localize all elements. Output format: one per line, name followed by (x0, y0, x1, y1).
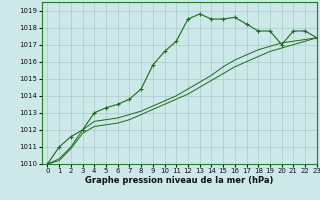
X-axis label: Graphe pression niveau de la mer (hPa): Graphe pression niveau de la mer (hPa) (85, 176, 273, 185)
